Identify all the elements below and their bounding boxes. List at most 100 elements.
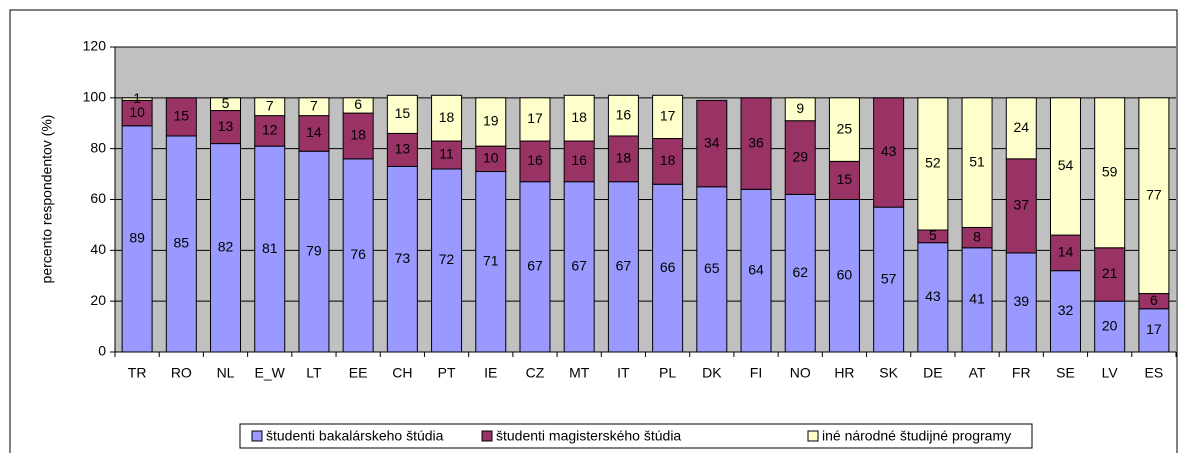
x-tick-label: TR	[128, 365, 147, 381]
data-label: 18	[350, 127, 366, 143]
data-label: 29	[792, 148, 808, 164]
bar-segment	[696, 186, 728, 353]
legend-label: iné národné študijné programy	[822, 428, 1011, 444]
bar-segment	[917, 242, 949, 353]
data-label: 9	[796, 100, 804, 116]
x-tick-label: SK	[879, 365, 898, 381]
x-tick-label: FI	[750, 365, 762, 381]
data-label: 15	[837, 171, 853, 187]
bar-segment	[475, 171, 507, 353]
data-label: 10	[129, 104, 145, 120]
bar-segment	[431, 94, 463, 142]
bar-segment	[210, 97, 242, 112]
bar-segment	[740, 97, 772, 190]
bar-segment	[121, 97, 153, 101]
y-tick-label: 60	[90, 190, 106, 206]
x-tick-label: ES	[1145, 365, 1164, 381]
legend-label: študenti bakalárskeho štúdia	[266, 428, 444, 444]
x-tick-label: E_W	[255, 365, 286, 381]
data-label: 21	[1102, 265, 1118, 281]
x-tick-label: PT	[438, 365, 456, 381]
data-label: 71	[483, 252, 499, 268]
legend-box	[239, 423, 1033, 449]
data-label: 17	[660, 108, 676, 124]
data-label: 18	[616, 150, 632, 166]
y-axis-label: percento respondentov (%)	[39, 115, 55, 284]
data-label: 60	[837, 266, 853, 282]
data-label: 17	[1146, 321, 1162, 337]
bar-segment	[254, 145, 286, 353]
data-label: 85	[174, 235, 190, 251]
bar-segment	[342, 97, 374, 114]
x-tick-label: AT	[969, 365, 986, 381]
y-tick-label: 120	[83, 38, 107, 54]
bar-segment	[254, 115, 286, 147]
data-label: 67	[527, 258, 543, 274]
bar-segment	[652, 138, 684, 185]
bar-segment	[784, 97, 816, 122]
data-label: 7	[266, 97, 274, 113]
data-label: 51	[969, 153, 985, 169]
data-label: 79	[306, 242, 322, 258]
bar-segment	[652, 183, 684, 353]
data-label: 6	[1150, 292, 1158, 308]
bar-segment	[210, 110, 242, 145]
data-label: 72	[439, 251, 455, 267]
bar-segment	[563, 94, 595, 142]
data-label: 82	[218, 238, 234, 254]
bar-segment	[961, 247, 993, 353]
y-tick-label: 20	[90, 292, 106, 308]
x-tick-label: HR	[834, 365, 854, 381]
bar-segment	[1005, 97, 1037, 160]
bar-segment	[475, 145, 507, 173]
x-tick-label: FR	[1012, 365, 1031, 381]
data-label: 73	[395, 250, 411, 266]
bar-segment	[1094, 97, 1126, 249]
bar-segment	[784, 120, 816, 195]
data-label: 65	[704, 260, 720, 276]
data-label: 5	[929, 227, 937, 243]
y-tick-label: 80	[90, 139, 106, 155]
x-tick-label: PL	[659, 365, 676, 381]
bar-segment	[1049, 97, 1081, 236]
y-tick-label: 0	[98, 343, 106, 359]
data-label: 6	[354, 96, 362, 112]
data-label: 81	[262, 240, 278, 256]
legend-swatch	[807, 430, 819, 442]
bar-segment	[961, 97, 993, 228]
data-label: 13	[395, 141, 411, 157]
x-tick-label: RO	[171, 365, 192, 381]
x-tick-label: NL	[217, 365, 235, 381]
data-label: 18	[660, 152, 676, 168]
data-label: 12	[262, 122, 278, 138]
legend-swatch	[481, 430, 493, 442]
data-label: 67	[571, 258, 587, 274]
x-tick-label: NO	[790, 365, 811, 381]
bar-segment	[519, 140, 551, 183]
data-label: 57	[881, 270, 897, 286]
x-tick-label: MT	[569, 365, 590, 381]
x-tick-label: CZ	[526, 365, 545, 381]
data-label: 18	[439, 109, 455, 125]
x-tick-label: SE	[1056, 365, 1075, 381]
x-tick-label: EE	[349, 365, 368, 381]
bar-segment	[298, 97, 330, 117]
data-label: 32	[1058, 302, 1074, 318]
data-label: 24	[1013, 119, 1029, 135]
x-tick-label: IE	[484, 365, 497, 381]
data-label: 19	[483, 113, 499, 129]
data-label: 64	[748, 261, 764, 277]
data-label: 5	[222, 95, 230, 111]
x-tick-label: IT	[617, 365, 630, 381]
y-tick-label: 40	[90, 241, 106, 257]
data-label: 43	[881, 143, 897, 159]
data-label: 17	[527, 110, 543, 126]
data-label: 16	[571, 152, 587, 168]
bar-segment	[828, 160, 860, 200]
bar-segment	[1138, 97, 1170, 295]
data-label: 67	[616, 258, 632, 274]
x-tick-label: DK	[702, 365, 722, 381]
bar-segment	[386, 132, 418, 167]
data-label: 89	[129, 230, 145, 246]
data-label: 54	[1058, 157, 1074, 173]
